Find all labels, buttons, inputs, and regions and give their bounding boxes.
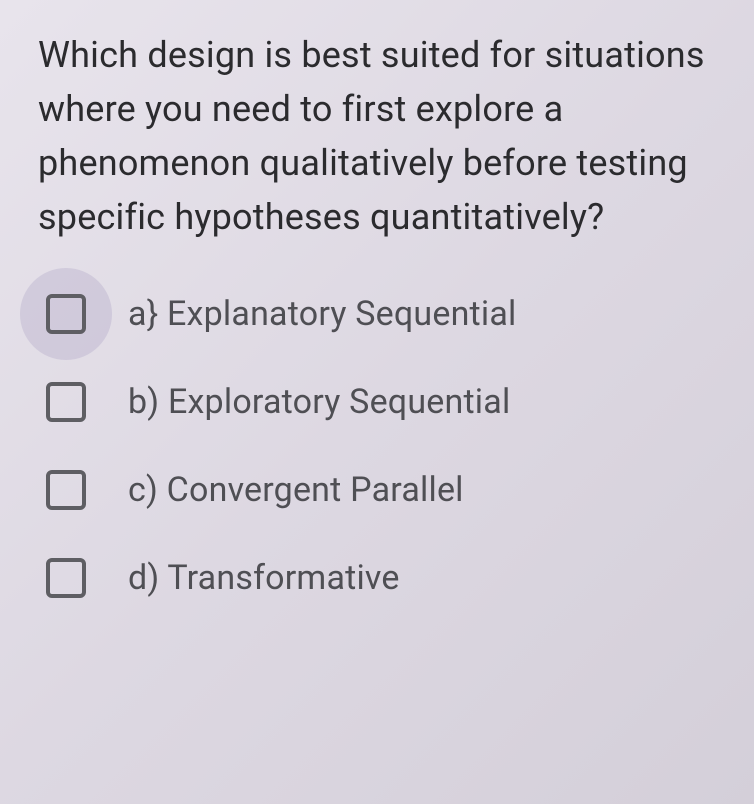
checkbox-c[interactable] (46, 470, 86, 510)
question-text: Which design is best suited for situatio… (38, 28, 724, 244)
checkbox-wrap-b[interactable] (40, 376, 92, 428)
option-c[interactable]: c) Convergent Parallel (40, 464, 724, 516)
checkbox-b[interactable] (46, 382, 86, 422)
option-label-c: c) Convergent Parallel (128, 470, 464, 510)
option-label-b: b) Exploratory Sequential (128, 382, 510, 422)
checkbox-wrap-a[interactable] (40, 288, 92, 340)
checkbox-wrap-c[interactable] (40, 464, 92, 516)
checkbox-wrap-d[interactable] (40, 552, 92, 604)
checkbox-a[interactable] (46, 294, 86, 334)
option-label-d: d) Transformative (128, 558, 400, 598)
option-b[interactable]: b) Exploratory Sequential (40, 376, 724, 428)
options-list: a} Explanatory Sequential b) Exploratory… (38, 288, 724, 604)
option-label-a: a} Explanatory Sequential (128, 294, 517, 334)
option-d[interactable]: d) Transformative (40, 552, 724, 604)
option-a[interactable]: a} Explanatory Sequential (40, 288, 724, 340)
checkbox-d[interactable] (46, 558, 86, 598)
